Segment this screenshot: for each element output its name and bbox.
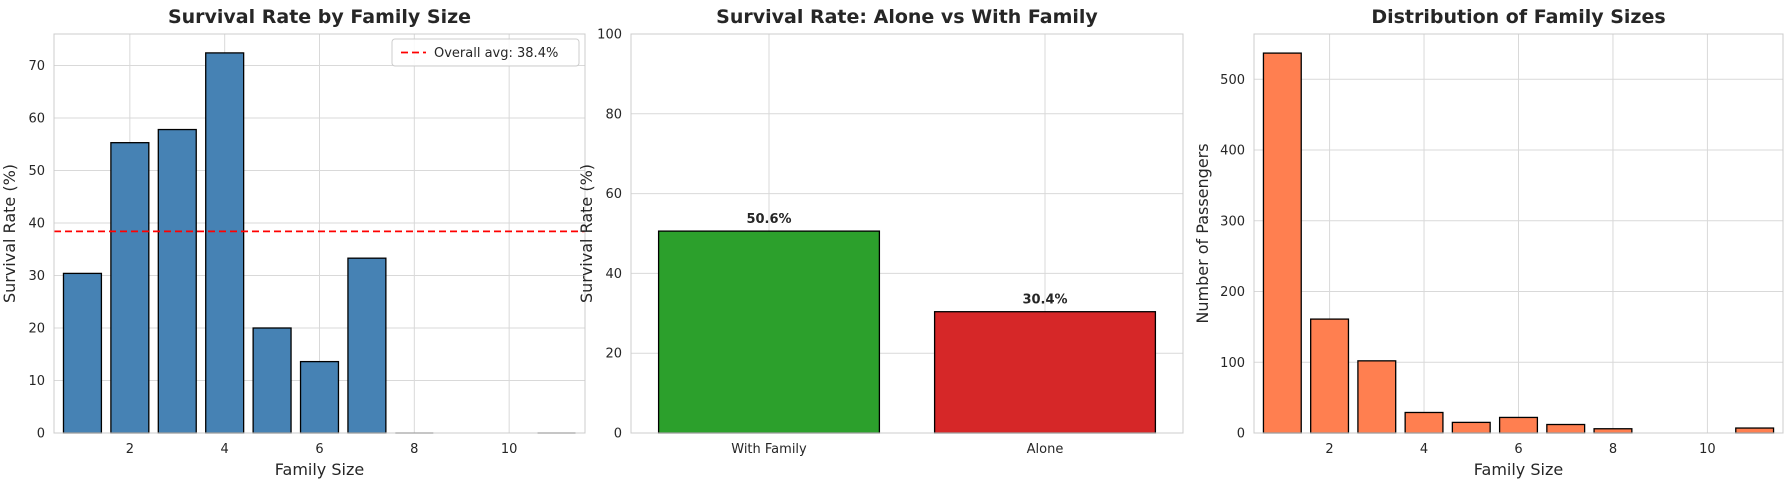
bar [1310,318,1350,434]
y-tick-label: 10 [28,374,45,389]
y-tick-label: 80 [605,107,622,122]
x-axis-label: Family Size [1474,460,1563,479]
y-tick-label: 70 [28,59,45,74]
y-tick-label: 50 [28,164,45,179]
bar [1451,421,1491,434]
plot-frame [53,33,586,434]
bar [62,272,103,434]
y-axis-label: Number of Passengers [1193,143,1212,323]
data-label: 30.4% [1022,293,1067,308]
x-tick-label: 8 [410,442,418,457]
chart-title: Distribution of Family Sizes [1371,6,1665,28]
y-tick-label: 200 [1220,285,1245,300]
y-tick-label: 0 [614,427,622,442]
bar [252,327,292,434]
plot-frame [630,33,1184,434]
y-tick-label: 100 [1220,356,1245,371]
y-tick-label: 300 [1220,214,1245,229]
data-label: 50.6% [746,212,791,227]
plot-frame [1253,33,1784,434]
x-tick-label: 8 [1609,442,1617,457]
y-tick-label: 0 [1237,427,1245,442]
bar [110,142,150,434]
x-tick-label: 4 [221,442,229,457]
chart-panel-2: 50.6% 30.4% 0 20 40 60 80 100 With Family Alone Su… [577,6,1184,457]
y-tick-label: 30 [28,269,45,284]
y-axis-label: Survival Rate (%) [577,164,596,303]
x-tick-label: Alone [1027,442,1064,457]
bar [933,311,1157,434]
chart-panel-3: 0 100 200 300 400 500 2 4 6 8 10 Distribution of Fa… [1193,6,1784,479]
bar [157,128,197,434]
y-tick-label: 40 [28,217,45,232]
y-tick-label: 400 [1220,144,1245,159]
x-tick-label: 2 [1325,442,1333,457]
y-tick-label: 20 [28,322,45,337]
y-axis-label: Survival Rate (%) [0,164,19,303]
bar [1546,423,1586,434]
y-tick-label: 40 [605,267,622,282]
y-tick-label: 100 [597,28,622,43]
chart-title: Survival Rate: Alone vs With Family [716,6,1098,28]
y-tick-label: 0 [37,427,45,442]
x-tick-label: 10 [501,442,518,457]
y-tick-label: 20 [605,347,622,362]
x-tick-label: 6 [315,442,323,457]
y-tick-label: 60 [28,112,45,127]
chart-title: Survival Rate by Family Size [168,6,471,28]
legend-label: Overall avg: 38.4% [434,46,558,61]
chart-panel-1: Overall avg: 38.4% 0 10 20 30 40 50 60 70 2 4 6 8 10 S… [0,6,586,479]
bar [347,257,387,434]
x-axis-label: Family Size [275,460,364,479]
bar [299,360,340,434]
bar [1357,360,1397,434]
bar [1404,411,1444,434]
bar [1735,427,1775,434]
bar [657,230,881,434]
x-tick-label: 2 [126,442,134,457]
x-tick-label: With Family [731,442,807,457]
bar [1498,416,1539,434]
legend-box [391,38,580,67]
x-tick-label: 6 [1514,442,1522,457]
bar [205,52,245,434]
x-tick-label: 10 [1699,442,1716,457]
bar [1593,428,1633,434]
y-tick-label: 60 [605,187,622,202]
y-tick-label: 500 [1220,73,1245,88]
bar [1262,52,1302,434]
x-tick-label: 4 [1420,442,1428,457]
